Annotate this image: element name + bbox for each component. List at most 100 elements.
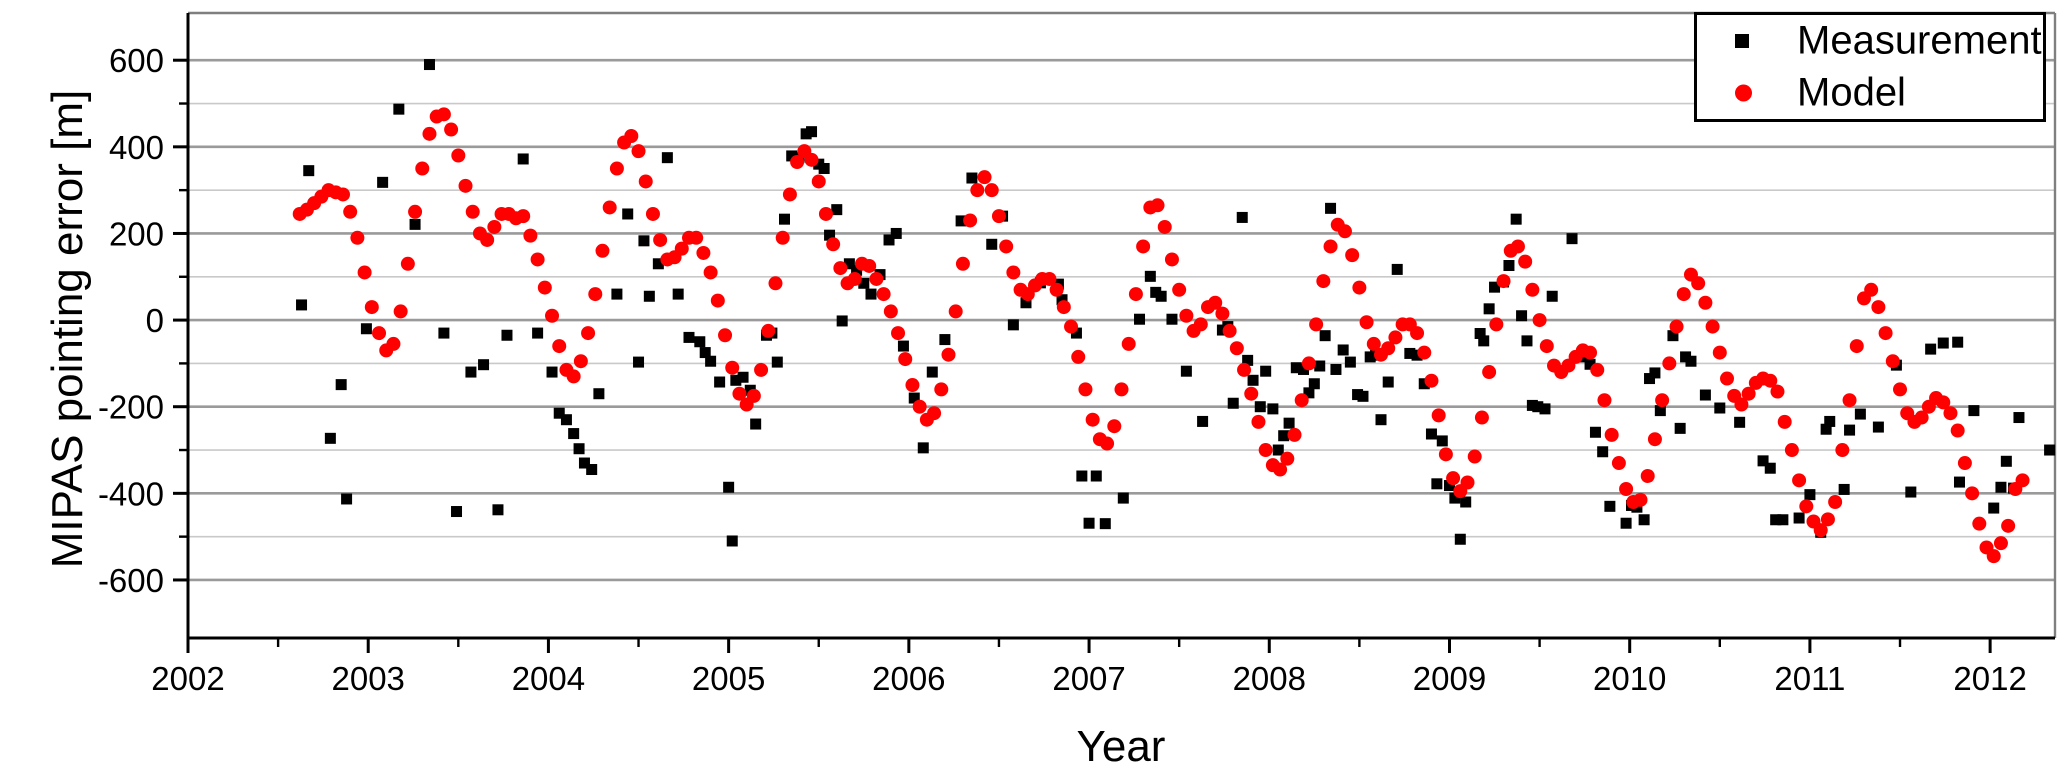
model-point: [782, 187, 797, 202]
model-point: [927, 406, 942, 421]
model-point: [400, 256, 415, 271]
measurement-point: [1589, 426, 1601, 438]
model-point: [761, 323, 776, 338]
measurement-point: [1844, 424, 1856, 436]
model-point: [1957, 456, 1972, 471]
model-point: [386, 336, 401, 351]
model-point: [609, 161, 624, 176]
measurement-point: [573, 443, 585, 455]
model-point: [1647, 432, 1662, 447]
y-tick-label: -400: [98, 475, 164, 512]
measurement-point: [1056, 294, 1068, 306]
model-point: [638, 174, 653, 189]
measurement-point: [705, 355, 717, 367]
model-point: [746, 388, 761, 403]
model-point: [869, 271, 884, 286]
x-tick-label: 2003: [332, 660, 405, 697]
measurement-point: [1988, 502, 2000, 514]
measurement-point: [730, 374, 742, 386]
measurement-point: [723, 481, 735, 493]
measurement-point: [1714, 402, 1726, 414]
measurement-point: [714, 376, 726, 388]
model-point: [883, 304, 898, 319]
model-point: [1835, 443, 1850, 458]
model-point: [1100, 436, 1115, 451]
model-point: [1410, 326, 1425, 341]
model-point: [1287, 427, 1302, 442]
model-point: [624, 129, 639, 144]
measurement-point: [1804, 489, 1816, 501]
x-tick-label: 2004: [512, 660, 585, 697]
model-circle-icon: [1735, 84, 1752, 102]
measurement-point: [1937, 337, 1949, 349]
measurement-point: [1272, 444, 1284, 456]
model-point: [674, 241, 689, 256]
measurement-point: [1144, 270, 1156, 282]
measurement-point: [1278, 430, 1290, 442]
model-point: [1064, 319, 1079, 334]
model-point: [1669, 319, 1684, 334]
model-point: [1316, 274, 1331, 289]
measurement-point: [858, 277, 870, 289]
model-point: [1388, 330, 1403, 345]
measurement-point: [1382, 376, 1394, 388]
measurement-point: [939, 334, 951, 346]
model-point: [1849, 339, 1864, 354]
x-tick-label: 2007: [1052, 660, 1125, 697]
measurement-point: [908, 392, 920, 404]
model-point: [480, 232, 495, 247]
measurement-point: [1777, 514, 1789, 526]
model-point: [1273, 462, 1288, 477]
measurement-point: [578, 457, 590, 469]
model-point: [1323, 239, 1338, 254]
model-point: [1294, 393, 1309, 408]
measurement-point: [303, 165, 315, 177]
model-point: [1042, 271, 1057, 286]
legend-label-measurement: Measurement: [1797, 18, 2042, 63]
model-point: [1229, 341, 1244, 356]
model-point: [343, 204, 358, 219]
model-point: [1078, 382, 1093, 397]
measurement-point: [1431, 478, 1443, 490]
measurement-point: [465, 366, 477, 378]
measurement-point: [1290, 362, 1302, 374]
measurement-point: [1227, 397, 1239, 409]
x-tick-label: 2009: [1413, 660, 1486, 697]
measurement-point: [1117, 492, 1129, 504]
model-point: [1842, 393, 1857, 408]
model-point: [1164, 252, 1179, 267]
measurement-point: [1391, 263, 1403, 275]
model-point: [1244, 386, 1259, 401]
measurement-point: [1620, 517, 1632, 529]
model-point: [1510, 239, 1525, 254]
measurement-point: [1483, 303, 1495, 315]
model-point: [458, 178, 473, 193]
measurement-point: [966, 172, 978, 184]
model-point: [891, 326, 906, 341]
model-point: [1359, 315, 1374, 330]
model-point: [595, 243, 610, 258]
model-point: [1467, 449, 1482, 464]
measurement-point: [1764, 462, 1776, 474]
measurement-point: [451, 506, 463, 518]
measurement-point: [2013, 412, 2025, 424]
model-point: [1972, 516, 1987, 531]
model-point: [725, 360, 740, 375]
model-point: [804, 152, 819, 167]
model-point: [1698, 295, 1713, 310]
model-point: [1071, 349, 1086, 364]
model-point: [1676, 287, 1691, 302]
model-point: [790, 154, 805, 169]
legend-items: Measurement Model: [1697, 15, 2043, 119]
measurement-point: [726, 535, 738, 547]
model-point: [537, 280, 552, 295]
model-point: [1878, 326, 1893, 341]
measurement-point: [478, 359, 490, 371]
model-point: [372, 326, 387, 341]
measurement-point: [843, 258, 855, 270]
measurement-point: [643, 290, 655, 302]
model-point: [1424, 373, 1439, 388]
measurement-square-icon: [1735, 34, 1749, 48]
model-point: [1085, 412, 1100, 427]
measurement-point: [1007, 319, 1019, 331]
